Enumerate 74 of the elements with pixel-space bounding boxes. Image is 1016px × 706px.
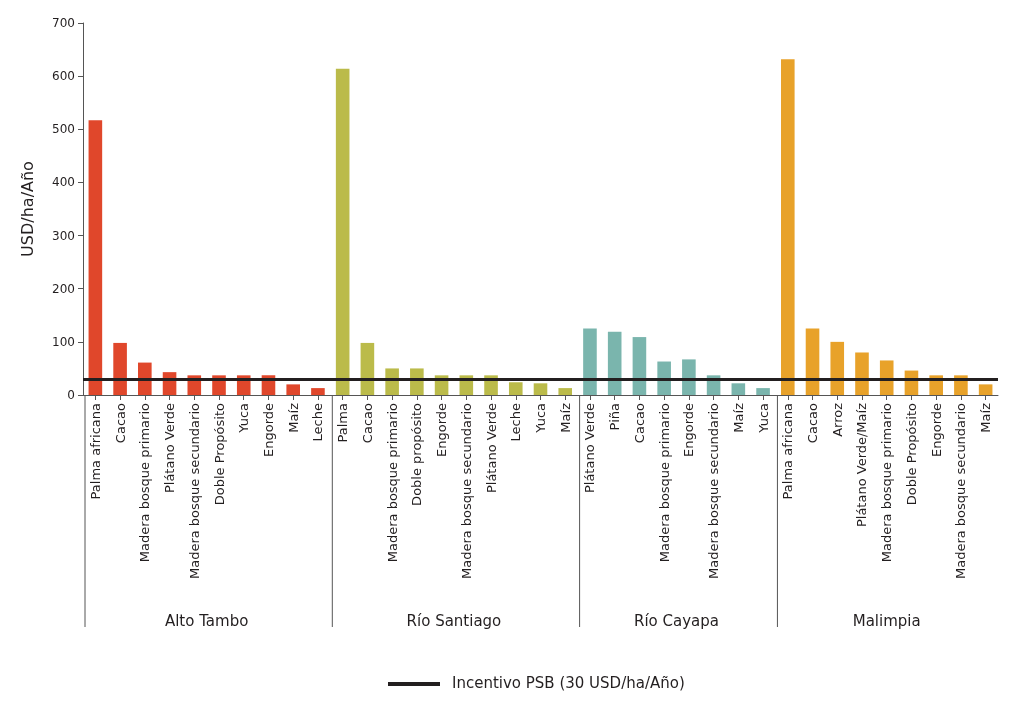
x-tick-label: Leche — [508, 403, 524, 442]
x-tick-label: Arroz — [829, 402, 845, 437]
bar — [335, 68, 350, 395]
x-tick-label: Palma — [335, 403, 351, 443]
y-tick-label: 400 — [52, 175, 75, 190]
x-tick-label: Madera bosque secundario — [186, 402, 202, 580]
x-tick-label: Engorde — [928, 403, 944, 458]
x-tick-label: Engorde — [434, 403, 450, 458]
x-tick-label: Madera bosque secundario — [458, 402, 474, 580]
x-tick-label: Palma africana — [780, 403, 796, 500]
bar — [533, 383, 548, 395]
bar — [311, 388, 325, 395]
x-tick-label: Plátano Verde — [162, 403, 178, 494]
bar — [113, 342, 127, 395]
x-tick-label: Madera bosque secundario — [706, 402, 722, 580]
x-tick-label: Maíz — [978, 402, 994, 433]
x-tick-label: Yuca — [236, 403, 252, 434]
legend-label: Incentivo PSB (30 USD/ha/Año) — [452, 673, 685, 692]
bar — [879, 360, 894, 395]
x-tick-label: Madera bosque primario — [656, 402, 672, 563]
bar — [558, 388, 573, 395]
x-tick-label: Engorde — [260, 403, 276, 458]
bar — [781, 59, 795, 395]
bar — [731, 383, 746, 395]
y-tick-label: 0 — [67, 388, 75, 402]
y-tick-label: 100 — [52, 334, 75, 349]
bar — [632, 337, 647, 395]
bar — [607, 331, 622, 395]
x-tick-label: Maíz — [730, 402, 746, 433]
x-tick-label: Cacao — [631, 402, 647, 444]
bar — [138, 362, 152, 395]
x-tick-label: Cacao — [359, 402, 375, 444]
bar — [286, 384, 300, 395]
y-tick-label: 600 — [52, 69, 75, 84]
text: Alto Tambo — [164, 611, 249, 630]
x-tick-label: Plátano Verde/Maíz — [854, 402, 870, 528]
x-tick-label: Yuca — [533, 403, 548, 434]
bar — [508, 382, 523, 395]
bar — [830, 341, 845, 395]
bar — [88, 120, 103, 395]
x-tick-label: Leche — [310, 403, 326, 442]
x-tick-label: Plátano Verde — [483, 403, 499, 494]
x-tick-label: Maíz — [285, 402, 301, 433]
x-tick-label: Engorde — [681, 403, 697, 458]
x-tick-label: Madera bosque primario — [137, 402, 153, 563]
x-tick-label: Doble Propósito — [903, 402, 919, 506]
bar — [805, 328, 820, 395]
x-tick-label: Piña — [607, 403, 623, 431]
y-tick-label: 200 — [52, 281, 75, 296]
bar — [756, 388, 770, 395]
y-tick-label: 300 — [52, 228, 75, 243]
text: Malimpia — [852, 611, 921, 630]
x-tick-label: Yuca — [755, 403, 771, 434]
x-tick-label: Plátano Verde — [582, 403, 598, 494]
text: Río Santiago — [406, 611, 502, 630]
x-tick-label: Doble Propósito — [211, 402, 227, 506]
x-tick-label: Doble propósito — [409, 402, 425, 506]
text: Río Cayapa — [634, 611, 720, 630]
bar — [657, 361, 671, 395]
bar — [978, 384, 993, 395]
x-tick-label: Madera bosque primario — [879, 402, 895, 563]
x-tick-label: Cacao — [805, 402, 821, 444]
bar — [360, 342, 375, 395]
y-tick-label: 700 — [52, 16, 75, 30]
y-tick-label: 500 — [52, 122, 75, 137]
x-tick-label: Madera bosque primario — [384, 402, 400, 563]
bar — [682, 359, 696, 395]
x-tick-label: Maíz — [557, 402, 573, 433]
x-tick-label: Madera bosque secundario — [953, 402, 969, 580]
x-tick-label: Palma africana — [87, 403, 103, 500]
y-axis-title: USD/ha/Año — [17, 161, 37, 257]
bar — [583, 328, 597, 395]
bar — [855, 352, 869, 395]
x-tick-label: Cacao — [112, 402, 128, 444]
